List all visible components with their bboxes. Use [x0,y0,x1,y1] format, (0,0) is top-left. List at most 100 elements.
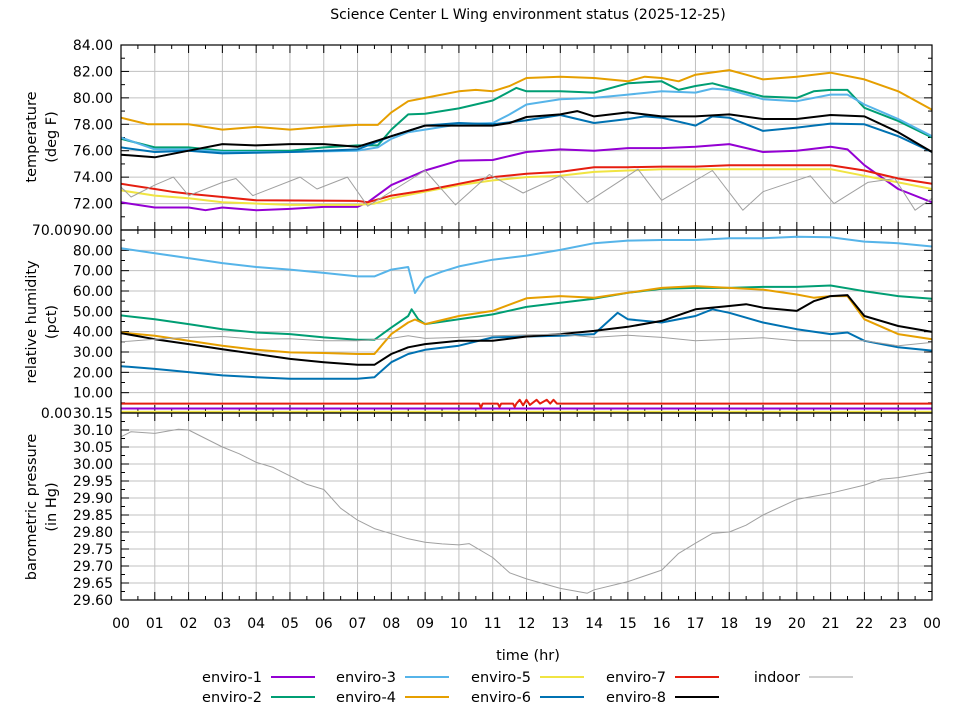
x-tick-label: 17 [687,616,705,632]
x-tick-label: 14 [585,616,603,632]
legend-item-enviro-7: enviro-7 [606,670,719,686]
y-tick-label: 60.00 [73,284,113,300]
y-tick-label: 29.75 [73,542,113,558]
y-tick-label: 78.00 [73,117,113,133]
legend-label: enviro-6 [471,690,531,706]
y-tick-label: 29.90 [73,491,113,507]
series-line-enviro-5 [120,168,933,206]
y-axis-label-line: (in Hg) [44,482,60,531]
y-axis-label: barometric pressure (in Hg) [24,434,60,581]
y-tick-label: 20.00 [73,365,113,381]
series-line-enviro-8 [120,110,933,159]
y-tick-label: 30.10 [73,423,113,439]
x-tick-label: 05 [281,616,299,632]
x-tick-label: 10 [450,616,468,632]
legend-item-enviro-4: enviro-4 [336,690,449,706]
series-line-enviro-7 [121,398,932,409]
y-tick-label: 40.00 [73,325,113,341]
y-tick-label: 30.00 [73,457,113,473]
y-tick-label: 29.95 [73,474,113,490]
x-tick-label: 21 [822,616,840,632]
panel-1: 84.00 82.00 80.00 78.00 76.00 74.00 72.0070.00… [24,38,933,239]
y-tick-label: 30.05 [73,440,113,456]
y-tick-label: 29.80 [73,525,113,541]
series-line-enviro-2 [120,284,933,341]
panel-3: 30.1530.1030.0530.0029.9529.9029.8529.80… [24,406,933,609]
y-tick-label: 74.00 [73,170,113,186]
y-axis-label-line: (pct) [44,305,60,339]
x-tick-label: 04 [247,616,265,632]
chart-title: Science Center L Wing environment status… [330,7,726,23]
y-tick-label: 72.00 [73,197,113,213]
y-tick-label: 29.85 [73,508,113,524]
x-tick-label: 06 [315,616,333,632]
y-tick-label: 82.00 [73,64,113,80]
y-tick-label: 10.00 [73,386,113,402]
x-tick-label: 08 [382,616,400,632]
series-line-enviro-3 [120,235,933,294]
x-tick-label: 02 [180,616,198,632]
x-tick-label: 01 [146,616,164,632]
y-axis-label-line: relative humidity [24,260,40,384]
y-tick-label: 30.15 [73,406,113,422]
panel-2: 90.0080.0070.0060.0050.0040.0030.0020.00… [24,223,933,422]
series-line-enviro-1 [120,143,933,212]
legend-label: enviro-4 [336,690,396,706]
legend-label: enviro-8 [606,690,666,706]
y-tick-label: 70.00 [73,264,113,280]
legend-label: enviro-2 [202,690,262,706]
legend-item-enviro-5: enviro-5 [471,670,584,686]
y-tick-label: 76.00 [73,144,113,160]
panels: 84.0082.0080.0078.0076.0074.0072.0070.00… [24,38,941,632]
y-tick-label: 70.00 [32,223,72,239]
y-axis-label: temperature (deg F) [24,91,60,182]
y-tick-label: 50.00 [73,304,113,320]
x-tick-label: 13 [551,616,569,632]
legend-item-enviro-8: enviro-8 [606,690,719,706]
y-tick-label: 0.00 [41,406,72,422]
y-axis-label: relative humidity (pct) [24,260,60,384]
y-axis-label-line: (deg F) [44,111,60,163]
x-tick-label: 23 [889,616,907,632]
x-tick-label: 09 [416,616,434,632]
x-tick-label: 22 [856,616,874,632]
series-line-indoor [120,333,933,347]
x-tick-label: 16 [653,616,671,632]
y-tick-label: 29.60 [73,593,113,609]
x-tick-label: 00 [923,616,941,632]
series-line-enviro-2 [120,80,933,152]
x-tick-label: 03 [213,616,231,632]
series-line-enviro-6 [120,308,933,380]
x-tick-label: 20 [788,616,806,632]
legend-item-enviro-3: enviro-3 [336,670,449,686]
series-line-enviro-8 [120,294,933,366]
x-tick-label: 12 [518,616,536,632]
x-tick-label: 07 [349,616,367,632]
y-tick-label: 80.00 [73,91,113,107]
y-axis-label-line: temperature [24,91,40,182]
series-line-enviro-4 [120,285,933,355]
x-tick-label: 11 [484,616,502,632]
legend-label: enviro-3 [336,670,396,686]
legend-item-enviro-1: enviro-1 [202,670,315,686]
y-tick-label: 30.00 [73,345,113,361]
y-tick-label: 84.00 [73,38,113,54]
y-tick-label: 80.00 [73,243,113,259]
x-tick-label: 00 [112,616,130,632]
legend-item-enviro-2: enviro-2 [202,690,315,706]
legend: enviro-1 enviro-2 enviro-3 enviro-4 enviro-5… [202,670,853,706]
legend-label: indoor [754,670,800,686]
y-tick-label: 90.00 [73,223,113,239]
series-line-indoor [120,168,933,211]
legend-label: enviro-7 [606,670,666,686]
legend-item-indoor: indoor [754,670,853,686]
legend-label: enviro-5 [471,670,531,686]
series-line-enviro-4 [120,69,933,131]
x-tick-label: 15 [619,616,637,632]
x-tick-label: 18 [720,616,738,632]
x-axis-label: time (hr) [496,648,560,664]
series-line-enviro-7 [120,164,933,204]
y-tick-label: 29.70 [73,559,113,575]
y-axis-label-line: barometric pressure [24,434,40,581]
